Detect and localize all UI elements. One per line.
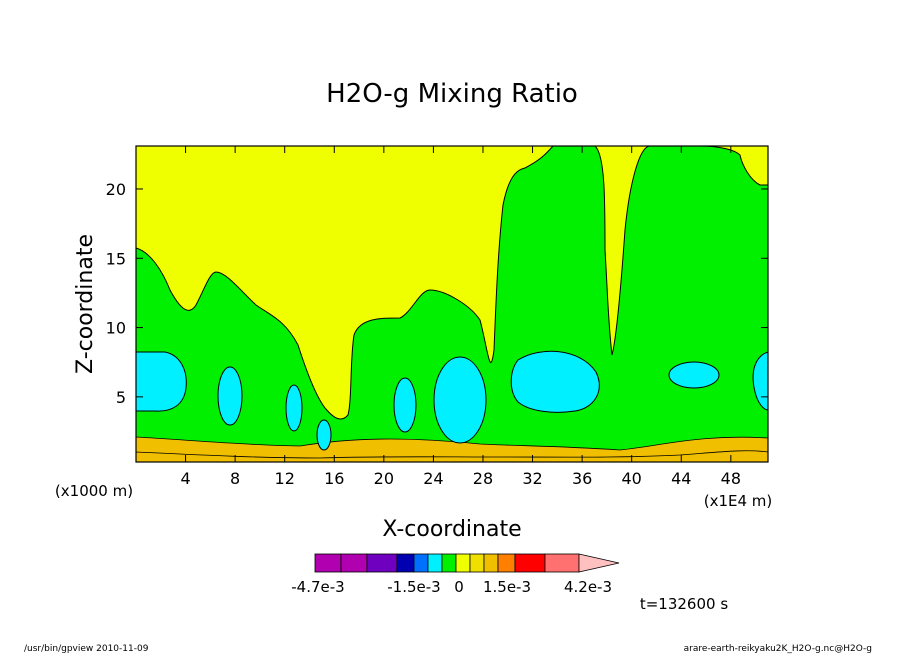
colorbar-label: 4.2e-3 — [564, 578, 612, 596]
colorbar-swatch — [413, 553, 429, 573]
colorbar-swatch — [427, 553, 443, 573]
y-tick-label: 15 — [106, 249, 126, 268]
x-tick-label: 24 — [423, 469, 443, 488]
colorbar-swatch — [340, 553, 368, 573]
plot-area — [136, 146, 768, 462]
x-tick-label: 16 — [324, 469, 344, 488]
plot-frame — [135, 145, 769, 463]
colorbar-label: 0 — [454, 578, 464, 596]
x-tick-label: 12 — [275, 469, 295, 488]
colorbar-swatch — [396, 553, 415, 573]
contour-region-green — [136, 146, 768, 462]
footer-left: /usr/bin/gpview 2010-11-09 — [24, 644, 149, 654]
x-tick-label: 44 — [671, 469, 691, 488]
x-tick-label: 32 — [522, 469, 542, 488]
colorbar-swatch — [497, 553, 516, 573]
y-axis: 5 10 15 20 — [106, 180, 768, 407]
colorbar-label: 1.5e-3 — [483, 578, 531, 596]
y-tick-label: 5 — [116, 388, 126, 407]
x-tick-label: 36 — [572, 469, 592, 488]
colorbar-swatch — [469, 553, 485, 573]
colorbar-label: -4.7e-3 — [291, 578, 344, 596]
colorbar-swatch — [514, 553, 546, 573]
colorbar-labels: -4.7e-3 -1.5e-3 0 1.5e-3 4.2e-3 — [291, 578, 612, 596]
y-tick-label: 20 — [106, 180, 126, 199]
x-axis-scale-label: (x1E4 m) — [704, 492, 773, 510]
colorbar-arrow — [578, 553, 620, 573]
time-label: t=132600 s — [640, 595, 728, 613]
footer-right: arare-earth-reikyaku2K_H2O-g.nc@H2O-g — [684, 644, 872, 654]
colorbar-swatch — [314, 553, 342, 573]
x-tick-label: 4 — [180, 469, 190, 488]
chart-title: H2O-g Mixing Ratio — [326, 79, 578, 109]
x-tick-label: 20 — [374, 469, 394, 488]
y-axis-label: Z-coordinate — [73, 234, 98, 374]
x-tick-label: 8 — [230, 469, 240, 488]
colorbar-swatch — [544, 553, 580, 573]
contour-cells-cyan — [136, 350, 768, 451]
contour-band-gold — [136, 436, 768, 462]
x-tick-label: 40 — [622, 469, 642, 488]
x-axis: 4 8 12 16 20 24 28 32 36 40 44 48 — [180, 146, 741, 488]
x-axis-label: X-coordinate — [382, 517, 521, 542]
colorbar — [314, 553, 620, 573]
colorbar-swatch — [455, 553, 471, 573]
colorbar-swatch — [366, 553, 398, 573]
y-axis-scale-label: (x1000 m) — [55, 482, 133, 500]
x-tick-label: 48 — [721, 469, 741, 488]
x-tick-label: 28 — [473, 469, 493, 488]
colorbar-swatch — [441, 553, 457, 573]
colorbar-label: -1.5e-3 — [387, 578, 440, 596]
y-tick-label: 10 — [106, 319, 126, 338]
colorbar-swatch — [483, 553, 499, 573]
